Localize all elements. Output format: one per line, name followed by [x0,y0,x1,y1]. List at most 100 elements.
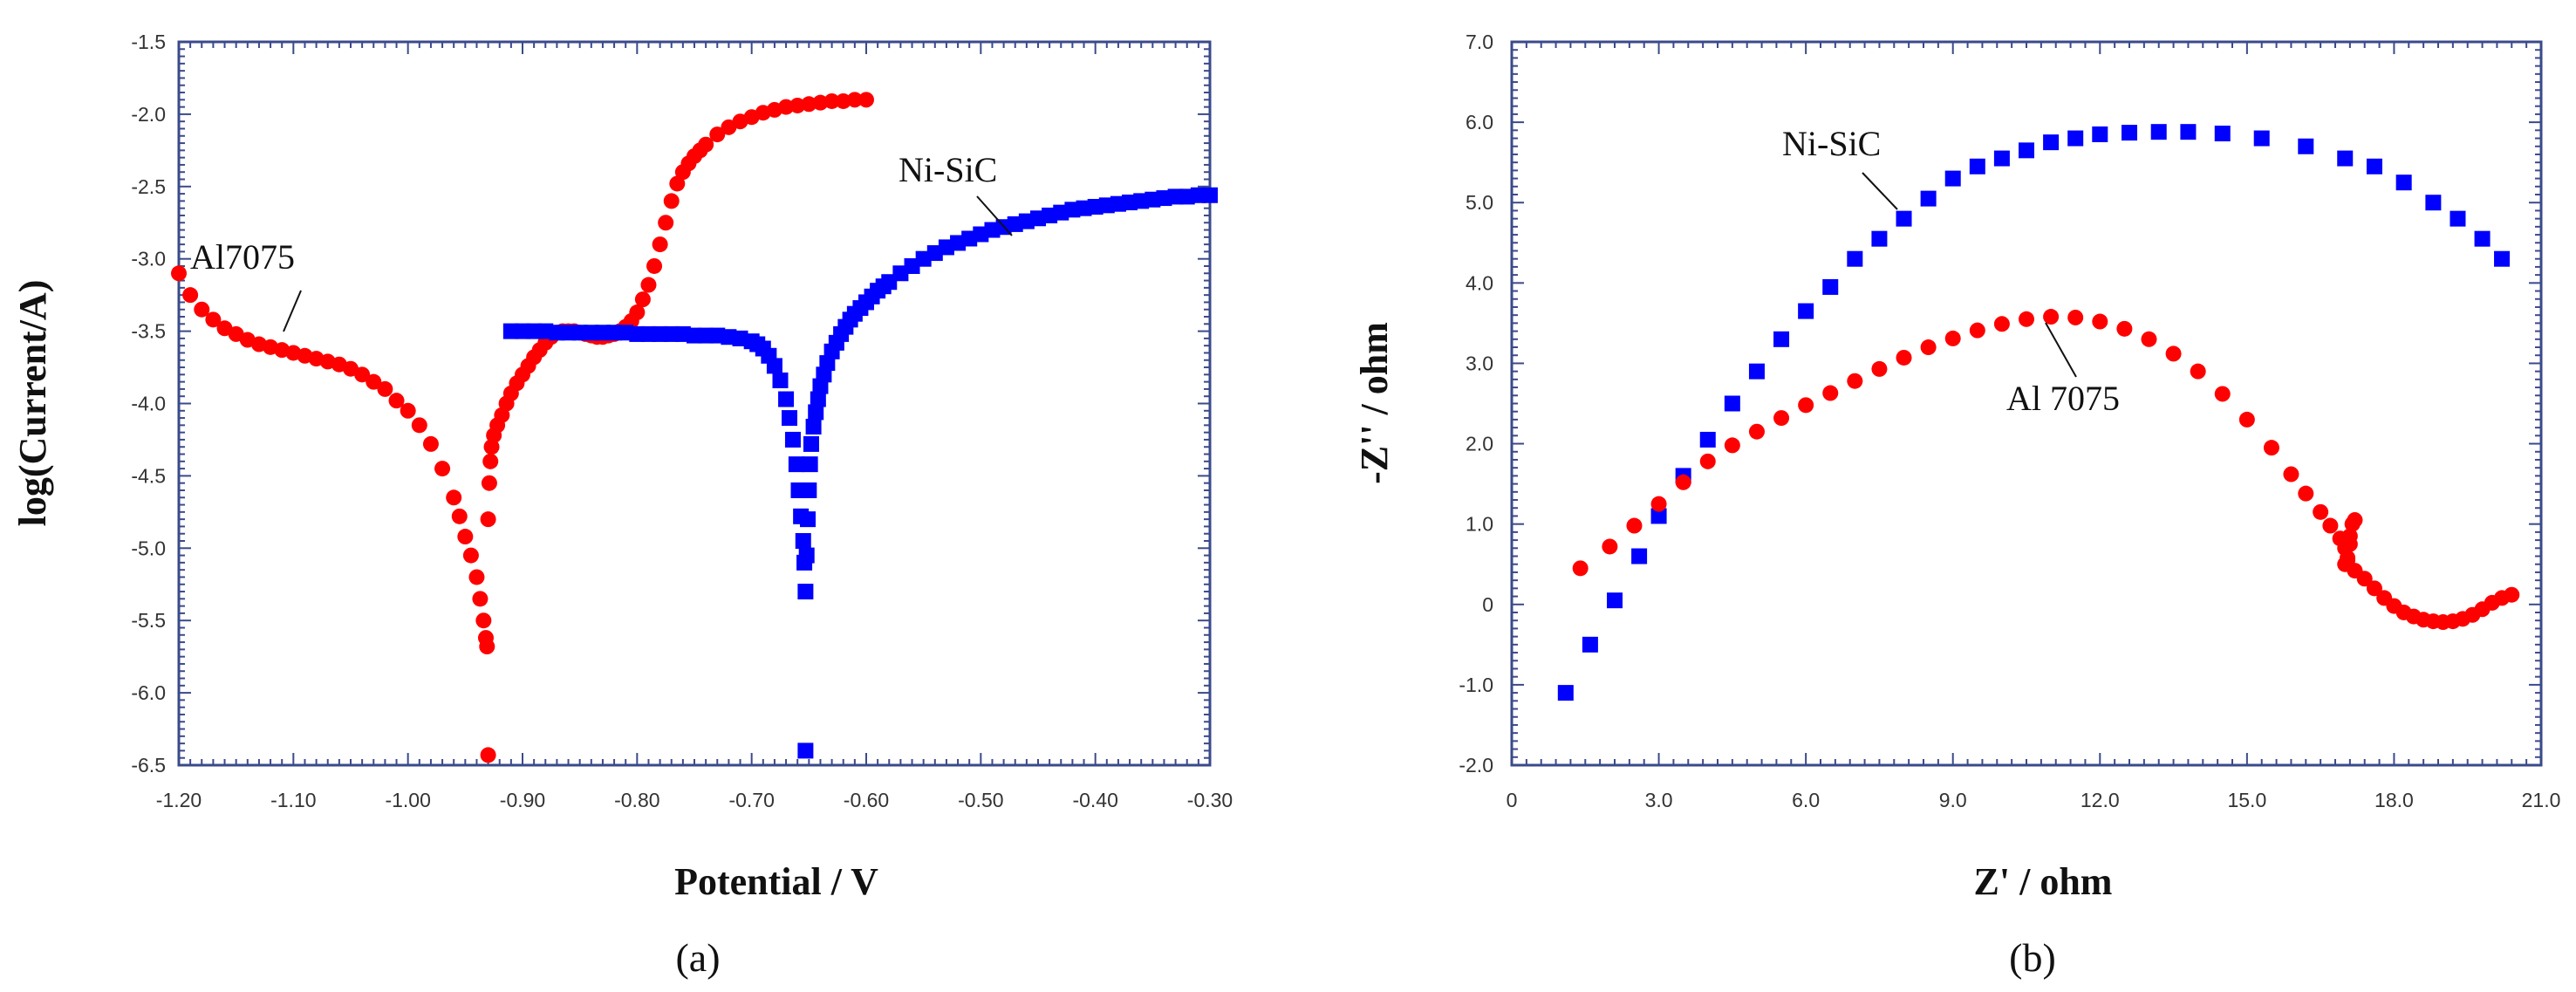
series-al-7075 [1572,309,2520,631]
x-tick-label: 21.0 [2522,789,2561,811]
data-point-ni-sic [2067,130,2084,147]
data-marks-b [1557,124,2520,701]
data-point-ni-sic [782,410,798,427]
data-point-ni-sic [2337,150,2354,167]
data-point-al7075 [182,287,199,304]
data-point-ni-sic [788,456,804,473]
data-point-ni-sic [1650,508,1667,524]
data-point-al7075 [388,393,405,409]
data-point-al-7075 [2504,586,2520,603]
x-tick-label: 0 [1507,789,1518,811]
data-point-ni-sic [795,533,811,550]
data-point-al-7075 [2238,411,2255,428]
y-tick-label: 5.0 [1466,191,1493,214]
data-point-al-7075 [1993,316,2010,332]
y-tick-labels-a: -1.5 -2.0 -2.5 -3.0 -3.5 -4.0 -4.5 -5.0 -5.5 -6.0… [131,31,166,776]
data-point-al7075 [658,215,674,231]
data-point-al7075 [434,461,451,477]
data-point-al-7075 [2019,311,2034,327]
x-tick-label: -0.40 [1072,789,1117,811]
data-point-ni-sic [800,511,817,528]
data-point-al-7075 [1675,474,1691,490]
y-tick-label: 4.0 [1466,271,1493,294]
data-point-al7075 [480,747,496,763]
data-point-al-7075 [1773,410,1790,427]
data-point-ni-sic [2253,130,2270,147]
data-point-ni-sic [1631,548,1648,564]
data-point-al-7075 [2322,517,2339,534]
y-tick-label: 0 [1482,593,1493,616]
x-tick-label: -1.10 [270,789,316,811]
data-point-al7075 [462,547,479,564]
data-point-ni-sic [2298,138,2314,154]
data-point-al-7075 [1626,517,1643,534]
data-point-al7075 [801,96,817,113]
data-point-al-7075 [2043,309,2060,325]
data-point-ni-sic [1557,685,1574,701]
annotations-b: Ni-SiC Al 7075 [1782,124,2120,418]
data-point-al7075 [457,529,474,545]
y-tick-label: 3.0 [1466,352,1493,374]
data-point-al7075 [366,373,382,390]
data-point-al-7075 [1847,373,1863,389]
data-point-al7075 [652,236,668,253]
data-point-al7075 [422,435,439,452]
data-point-ni-sic [1969,158,1985,174]
data-point-ni-sic [2150,124,2167,140]
data-point-ni-sic [2395,174,2412,191]
data-point-ni-sic [2450,210,2466,227]
data-point-al7075 [663,193,680,209]
x-tick-label: -1.00 [385,789,430,811]
data-point-ni-sic [778,391,795,407]
data-point-al7075 [451,508,468,524]
tick-marks-a [178,41,1211,766]
data-point-ni-sic [2122,125,2137,141]
data-point-ni-sic [772,372,789,388]
data-point-al7075 [846,92,863,108]
annotations-a: Al7075 Ni-SiC [190,150,1013,332]
data-point-al7075 [778,99,795,115]
data-point-al-7075 [2298,485,2314,502]
data-point-al-7075 [1871,360,1888,377]
data-point-al7075 [646,257,663,274]
y-tick-label: 7.0 [1466,31,1493,53]
x-tick-label: 9.0 [1939,789,1967,811]
data-point-al7075 [634,291,651,308]
data-point-al-7075 [1944,330,1961,346]
data-point-al-7075 [2347,512,2363,529]
x-tick-label: -0.80 [614,789,659,811]
y-tick-label: -1.0 [1459,674,1493,696]
y-tick-labels-b: 7.0 6.0 5.0 4.0 3.0 2.0 1.0 0 -1.0 -2.0 [1459,31,1493,776]
data-point-al7075 [789,97,806,113]
y-tick-label: 1.0 [1466,513,1493,536]
annotation-ni-sic: Ni-SiC [899,150,997,189]
annotation-al-7075: Al 7075 [2006,379,2120,418]
y-axis-label-b: -Z'' / ohm [1353,322,1396,484]
data-point-ni-sic [1920,190,1937,207]
data-point-ni-sic [1582,636,1598,653]
data-point-ni-sic [2180,124,2197,140]
data-point-al7075 [698,136,714,153]
data-point-al7075 [835,92,851,109]
series-ni-sic [1557,124,2511,701]
data-point-al7075 [194,301,210,318]
data-point-al-7075 [2214,386,2231,402]
data-point-al7075 [481,475,497,491]
data-point-ni-sic [1773,331,1790,347]
data-point-al-7075 [1572,560,1589,577]
data-point-al7075 [446,489,462,506]
data-point-ni-sic [2494,250,2511,267]
data-point-al7075 [640,277,657,293]
annotation-leader-line [1862,172,1898,210]
data-point-al-7075 [1724,437,1740,454]
data-point-ni-sic [1822,278,1839,295]
y-tick-label: -6.5 [131,754,166,776]
data-point-al-7075 [2190,363,2206,380]
data-point-ni-sic [766,358,782,374]
data-point-al-7075 [1699,453,1716,469]
data-point-al7075 [377,380,393,397]
data-point-ni-sic [1798,303,1814,319]
data-point-ni-sic [810,391,826,407]
x-tick-labels-a: -1.20 -1.10 -1.00 -0.90 -0.80 -0.70 -0.60 -0.50… [156,789,1233,811]
y-tick-label: -2.5 [131,175,166,198]
